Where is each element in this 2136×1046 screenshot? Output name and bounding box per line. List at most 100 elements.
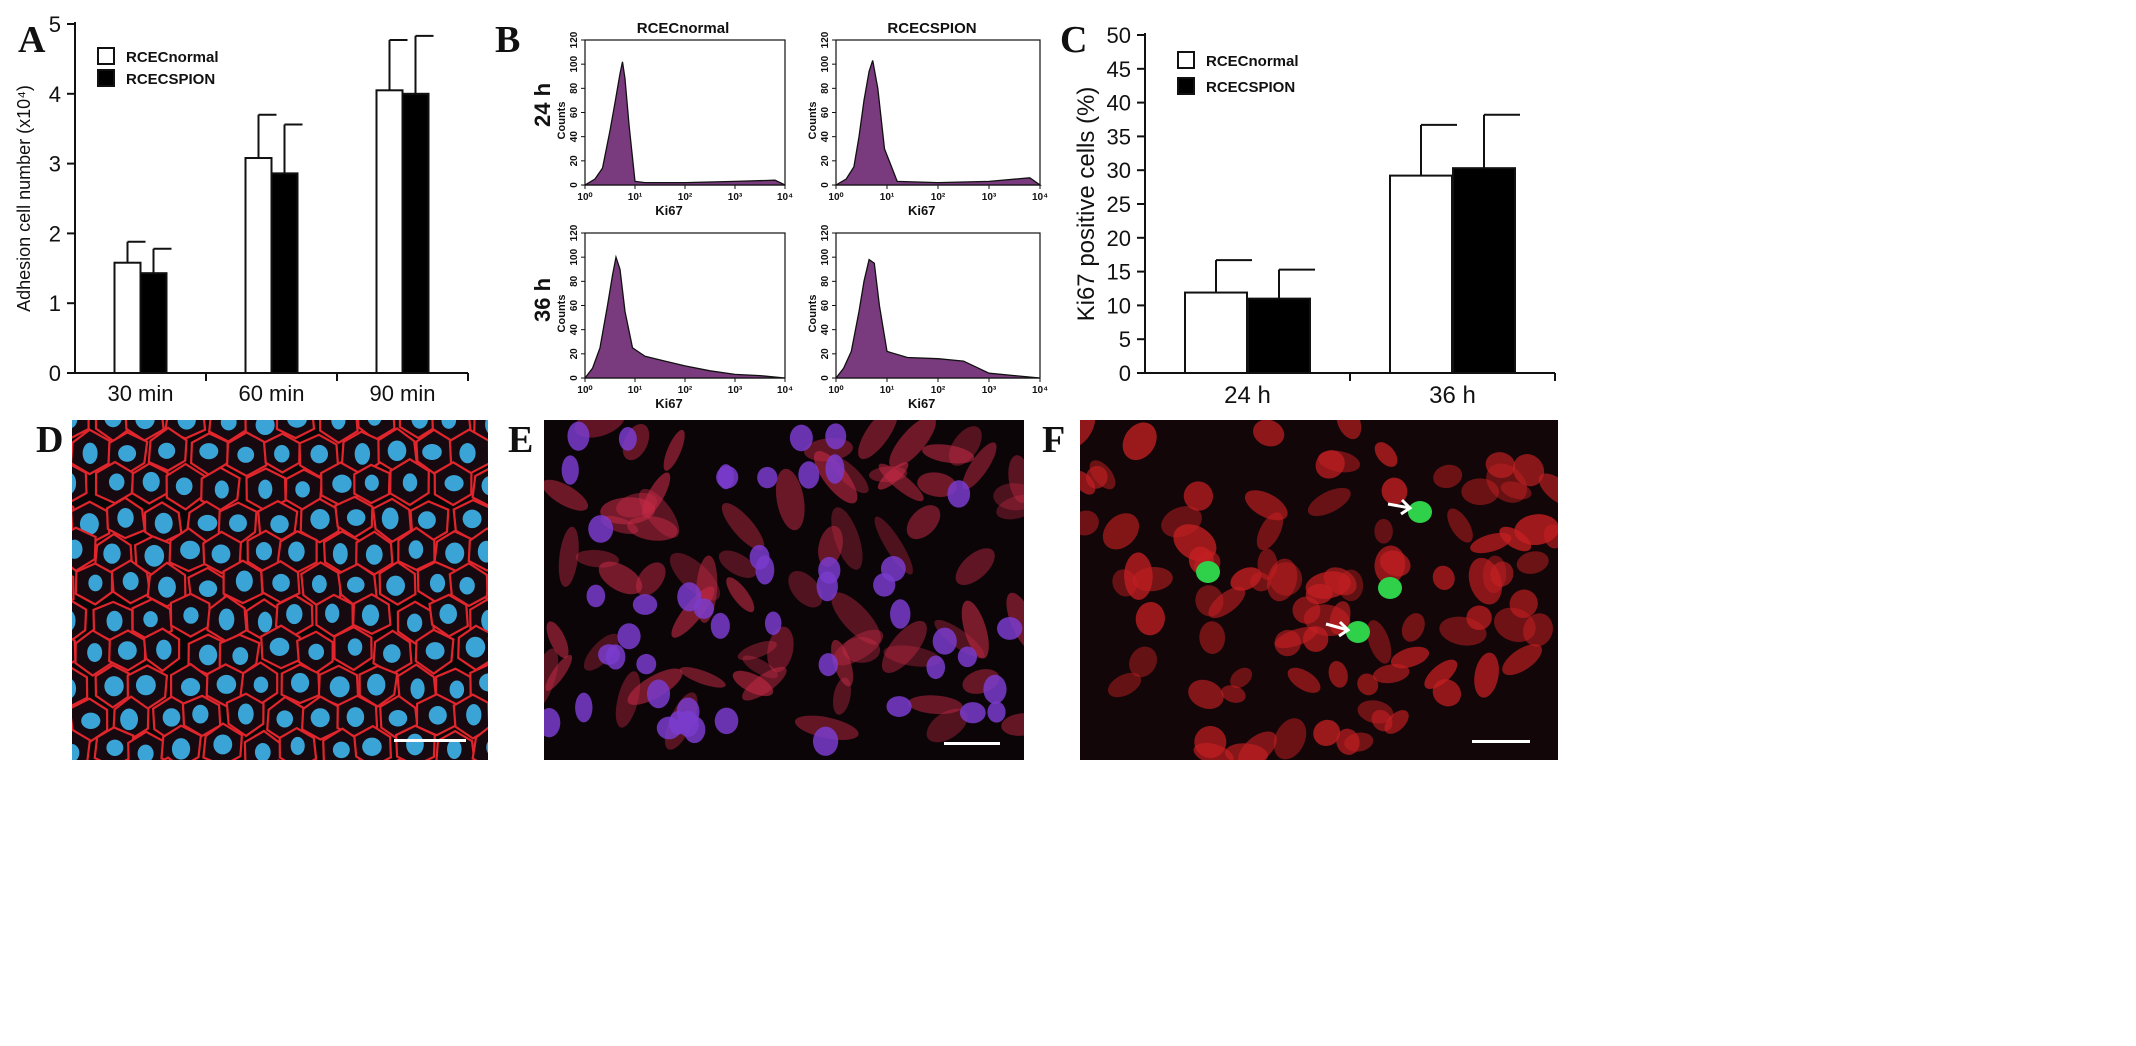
cell bbox=[1374, 442, 1398, 467]
nucleus bbox=[873, 573, 896, 597]
micrograph-d-image bbox=[72, 420, 488, 760]
cell bbox=[1274, 626, 1318, 649]
y-tick-label: 100 bbox=[569, 248, 580, 265]
y-tick-label: 60 bbox=[569, 107, 580, 119]
nucleus bbox=[444, 475, 464, 492]
cell-membrane bbox=[72, 666, 89, 707]
nucleus bbox=[402, 473, 418, 492]
cell-membrane bbox=[72, 464, 88, 503]
nucleus bbox=[269, 637, 290, 656]
nucleus bbox=[417, 511, 436, 529]
nucleus bbox=[82, 442, 98, 464]
nucleus bbox=[229, 514, 247, 532]
nucleus bbox=[158, 576, 176, 598]
cell bbox=[1499, 526, 1532, 552]
y-axis-label: Ki67 positive cells (%) bbox=[1073, 87, 1100, 322]
cell bbox=[1500, 481, 1532, 500]
nucleus bbox=[198, 644, 218, 666]
nucleus bbox=[544, 707, 561, 738]
y-tick-label: 0 bbox=[1119, 361, 1131, 386]
nucleus bbox=[79, 513, 99, 535]
cytoplasm bbox=[883, 645, 942, 667]
nucleus bbox=[72, 743, 80, 760]
y-tick-label: 25 bbox=[1107, 192, 1131, 217]
nucleus bbox=[310, 708, 330, 728]
cytoplasm bbox=[831, 507, 863, 570]
cell bbox=[1516, 551, 1549, 574]
nucleus bbox=[332, 474, 352, 493]
cell bbox=[1256, 512, 1284, 551]
cell bbox=[1344, 732, 1374, 752]
cell bbox=[1486, 463, 1528, 503]
nucleus bbox=[445, 542, 465, 564]
cell bbox=[1208, 586, 1246, 619]
cell bbox=[1107, 672, 1142, 698]
cell bbox=[1502, 644, 1543, 676]
x-tick-label: 10³ bbox=[982, 385, 997, 396]
y-tick-label: 0 bbox=[49, 361, 61, 386]
nucleus bbox=[288, 541, 305, 562]
y-tick-label: 5 bbox=[49, 12, 61, 37]
cell bbox=[1384, 710, 1409, 734]
x-tick-label: 10³ bbox=[728, 192, 743, 203]
nucleus bbox=[158, 442, 176, 459]
x-axis-label: Ki67 bbox=[908, 203, 935, 218]
nucleus bbox=[72, 473, 77, 494]
nucleus bbox=[406, 733, 424, 756]
y-tick-label: 120 bbox=[820, 31, 831, 48]
y-axis-label: Counts bbox=[556, 295, 568, 333]
y-tick-label: 50 bbox=[1107, 23, 1131, 48]
x-axis-label: Ki67 bbox=[655, 203, 682, 218]
nucleus bbox=[175, 477, 193, 496]
y-tick-label: 3 bbox=[49, 152, 61, 177]
y-axis-label: Counts bbox=[807, 102, 819, 140]
x-tick-label: 10² bbox=[678, 192, 693, 203]
micrograph-f bbox=[1080, 420, 1558, 760]
nucleus bbox=[270, 515, 289, 534]
y-tick-label: 40 bbox=[820, 324, 831, 336]
nucleus bbox=[237, 703, 254, 725]
y-tick-label: 30 bbox=[1107, 158, 1131, 183]
cell bbox=[1374, 545, 1406, 585]
nucleus bbox=[117, 508, 134, 528]
micrograph-e bbox=[544, 420, 1024, 760]
cytoplasm bbox=[718, 550, 757, 578]
cell bbox=[1424, 659, 1458, 689]
y-tick-label: 40 bbox=[820, 131, 831, 143]
y-axis-label: Adhesion cell number (x10⁴) bbox=[14, 85, 34, 312]
nucleus bbox=[447, 739, 462, 759]
nucleus bbox=[87, 643, 103, 662]
x-tick-label: 10² bbox=[678, 385, 693, 396]
y-tick-label: 80 bbox=[569, 275, 580, 287]
x-axis-label: Ki67 bbox=[908, 396, 935, 411]
cytoplasm bbox=[544, 648, 559, 710]
y-tick-label: 10 bbox=[1107, 293, 1131, 318]
nucleus bbox=[485, 420, 488, 433]
cytoplasm bbox=[881, 620, 927, 673]
nucleus bbox=[72, 611, 76, 630]
y-tick-label: 20 bbox=[820, 348, 831, 360]
scale-bar bbox=[944, 742, 1000, 745]
histogram-area bbox=[582, 61, 786, 186]
cell bbox=[1112, 569, 1138, 597]
cell bbox=[1183, 481, 1214, 511]
nucleus bbox=[295, 481, 310, 498]
nucleus bbox=[311, 575, 327, 594]
nucleus bbox=[255, 420, 275, 435]
nucleus bbox=[386, 575, 405, 596]
nucleus bbox=[422, 443, 442, 461]
nucleus bbox=[449, 680, 465, 699]
cell bbox=[1287, 667, 1321, 693]
x-tick-label: 10⁴ bbox=[777, 192, 793, 203]
nucleus bbox=[425, 642, 445, 660]
cytoplasm bbox=[917, 472, 957, 497]
nucleus bbox=[932, 627, 957, 655]
legend-swatch bbox=[97, 69, 115, 87]
nucleus bbox=[237, 446, 255, 463]
cell bbox=[1188, 679, 1224, 709]
cytoplasm bbox=[842, 637, 881, 663]
nucleus bbox=[367, 673, 386, 696]
cell bbox=[1466, 605, 1492, 631]
nucleus bbox=[957, 646, 977, 668]
nucleus bbox=[486, 741, 488, 754]
